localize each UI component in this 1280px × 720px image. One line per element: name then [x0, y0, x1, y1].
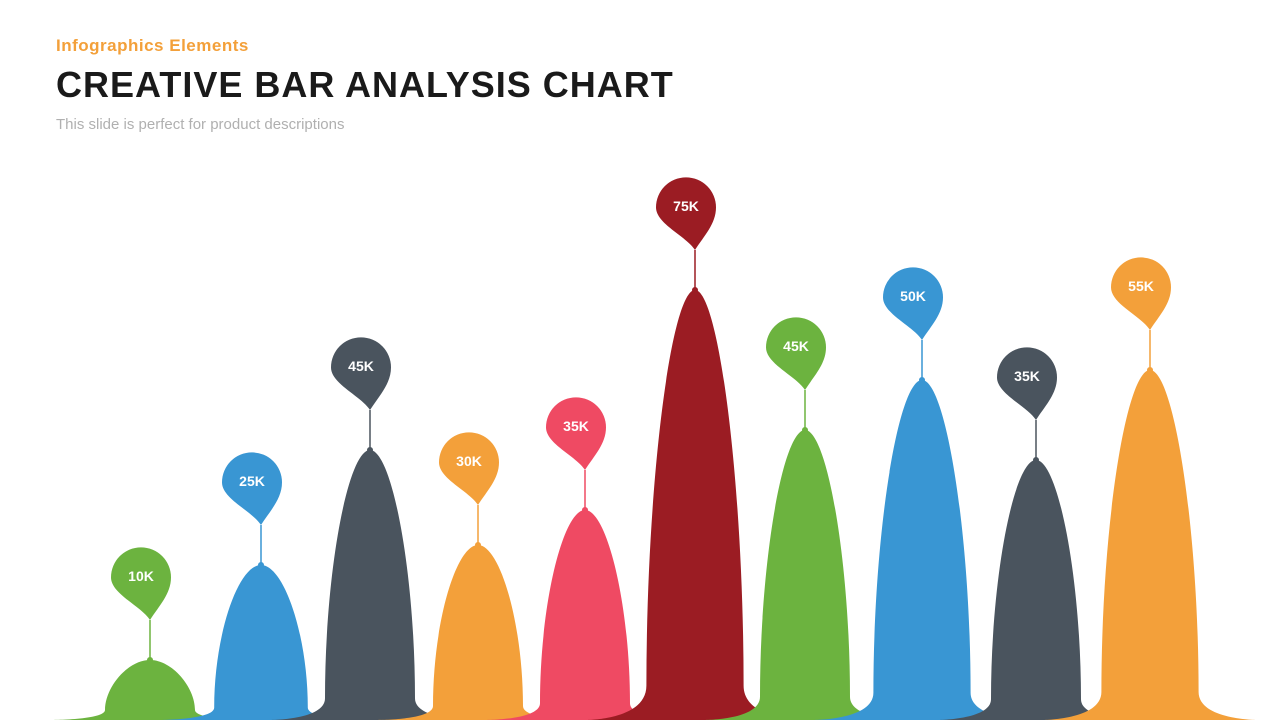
peak-dot-icon: [1147, 367, 1153, 373]
peak-dot-icon: [258, 562, 264, 568]
value-label: 35K: [1014, 368, 1040, 384]
peak-dot-icon: [692, 287, 698, 293]
value-label: 35K: [563, 418, 589, 434]
value-label: 50K: [900, 288, 926, 304]
peak-dot-icon: [367, 447, 373, 453]
page-title: CREATIVE BAR ANALYSIS CHART: [56, 64, 674, 106]
value-label: 55K: [1128, 278, 1154, 294]
creative-bar-chart: 10K 25K 45K 30K 35K 75K 45K 50K 35K 55K: [0, 160, 1280, 720]
value-label: 25K: [239, 473, 265, 489]
peak-dot-icon: [802, 427, 808, 433]
peak-dot-icon: [1033, 457, 1039, 463]
eyebrow-text: Infographics Elements: [56, 36, 674, 56]
value-label: 10K: [128, 568, 154, 584]
value-label: 75K: [673, 198, 699, 214]
peak-dot-icon: [147, 657, 153, 663]
slide: Infographics Elements CREATIVE BAR ANALY…: [0, 0, 1280, 720]
value-label: 45K: [348, 358, 374, 374]
value-label: 45K: [783, 338, 809, 354]
subtitle-text: This slide is perfect for product descri…: [56, 116, 674, 133]
header: Infographics Elements CREATIVE BAR ANALY…: [56, 36, 674, 133]
peak-dot-icon: [919, 377, 925, 383]
peak-dot-icon: [582, 507, 588, 513]
value-label: 30K: [456, 453, 482, 469]
peak-dot-icon: [475, 542, 481, 548]
